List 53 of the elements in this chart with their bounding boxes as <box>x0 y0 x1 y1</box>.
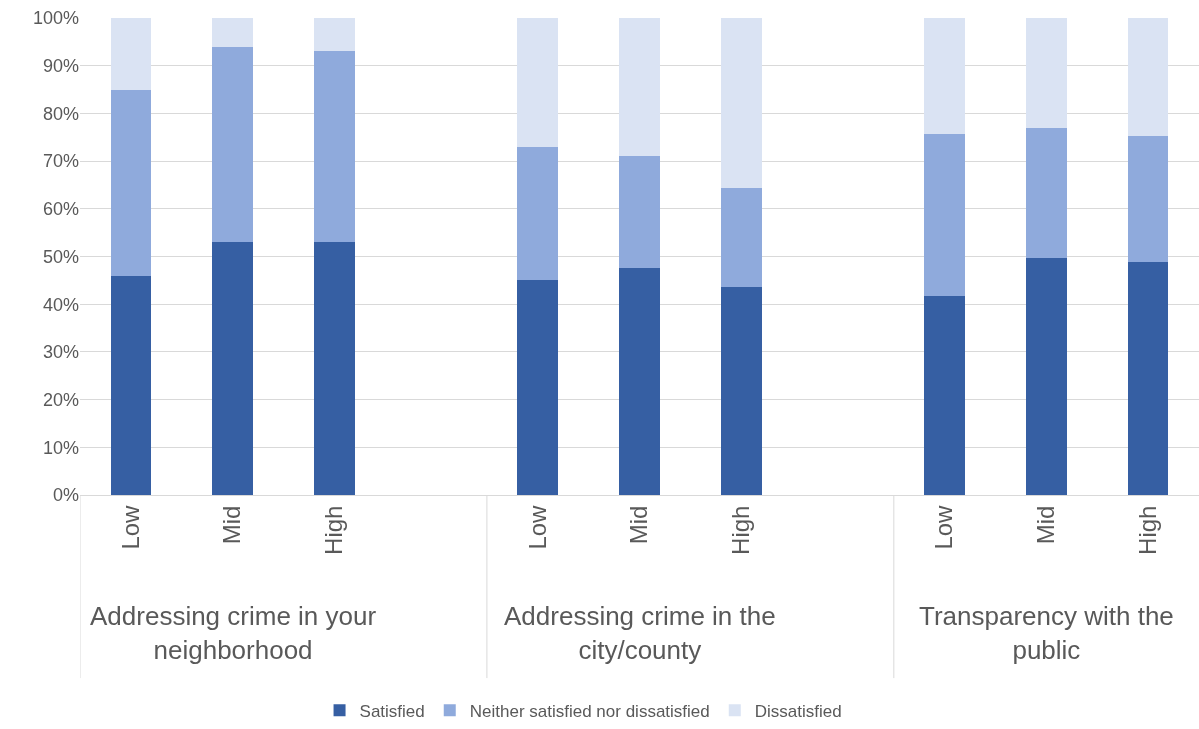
bar <box>110 89 152 276</box>
y-tick-label: 40% <box>42 294 79 315</box>
bar <box>517 280 559 495</box>
x-tick-label: Mid <box>1032 505 1060 545</box>
bar <box>720 188 762 288</box>
text: Addressing crime in your neighborhood <box>90 601 377 665</box>
bar <box>720 287 762 495</box>
bar <box>110 275 152 495</box>
legend-label: Satisfied <box>359 701 425 721</box>
bar <box>517 146 559 281</box>
y-tick-label: 90% <box>42 56 79 76</box>
bar <box>924 133 966 297</box>
bar <box>619 18 660 157</box>
y-tick-label: 20% <box>42 389 79 410</box>
y-tick-label: 100% <box>32 8 79 29</box>
bar <box>313 51 355 243</box>
bar <box>1127 262 1169 495</box>
x-tick-label: High <box>1133 505 1161 555</box>
bar <box>720 18 762 189</box>
x-tick-label: Low <box>930 504 958 550</box>
x-tick-label: Low <box>116 504 144 550</box>
y-tick-label: 80% <box>42 103 79 124</box>
bar <box>924 18 966 134</box>
bar <box>619 156 660 269</box>
y-tick-label: 60% <box>42 199 79 220</box>
bar <box>313 242 355 495</box>
bar <box>212 46 253 243</box>
bar <box>212 242 253 495</box>
y-tick-label: 70% <box>42 151 79 172</box>
x-tick-label: High <box>727 505 755 555</box>
bar <box>924 296 966 495</box>
bar <box>1026 127 1067 259</box>
bar <box>619 268 660 495</box>
y-tick-label: 10% <box>42 437 79 458</box>
bar <box>212 18 253 47</box>
x-tick-label: High <box>320 505 348 555</box>
bar <box>1127 18 1169 136</box>
text: Transparency with the public <box>919 601 1174 665</box>
bar <box>1026 18 1067 128</box>
x-tick-label: Mid <box>218 505 246 545</box>
bar <box>1026 258 1067 495</box>
text: Addressing crime in the city/county <box>504 601 776 665</box>
x-tick-label: Mid <box>625 505 653 545</box>
legend-label: Dissatisfied <box>754 701 842 721</box>
bar <box>517 18 559 147</box>
legend-label: Neither satisfied nor dissatisfied <box>469 701 710 721</box>
y-tick-label: 30% <box>42 342 79 363</box>
bar <box>1127 135 1169 263</box>
y-tick-label: 0% <box>52 485 79 506</box>
bar <box>313 18 355 52</box>
y-tick-label: 50% <box>42 246 79 267</box>
x-tick-label: Low <box>523 504 551 550</box>
bar <box>110 18 152 90</box>
